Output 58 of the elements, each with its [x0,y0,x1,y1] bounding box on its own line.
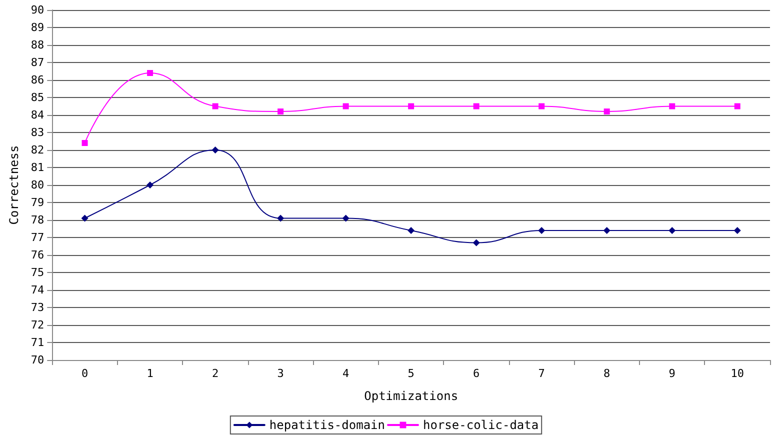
point [342,103,349,110]
point [472,239,480,246]
y-tick-label: 75 [30,266,44,279]
point [538,227,546,234]
x-tick-label: 8 [604,367,610,380]
point [734,227,741,234]
y-tick-label: 73 [30,301,44,314]
y-tick-label: 90 [30,4,44,16]
x-tick-label: 7 [538,367,545,380]
x-tick-label: 3 [277,367,284,380]
point [408,103,414,110]
y-tick-label: 86 [30,74,44,86]
x-tick-label: 1 [146,367,154,380]
y-tick-label: 89 [30,21,44,34]
legend-label: horse-colic-data [423,418,539,432]
point [408,227,415,234]
y-tick-label: 71 [30,336,44,349]
point [147,70,154,76]
point [668,227,676,234]
y-tick-label: 81 [30,161,44,174]
x-tick-label: 0 [81,367,88,380]
x-tick-label: 2 [212,367,219,380]
x-tick-label: 9 [668,367,676,380]
y-tick-label: 82 [30,144,44,156]
y-tick-label: 83 [30,126,44,139]
y-tick-label: 77 [30,231,44,244]
point [81,214,88,222]
point [473,103,480,110]
x-tick-label: 10 [730,367,744,380]
y-tick-label: 76 [30,248,44,262]
y-tick-label: 84 [30,108,45,122]
point [278,108,284,114]
x-axis-title: Optimizations [364,389,458,403]
y-tick-label: 78 [30,214,44,226]
point [146,182,154,188]
point [342,214,350,222]
point [669,103,676,110]
point [212,146,219,154]
point [538,103,545,110]
point [212,103,218,110]
y-tick-label: 85 [30,91,44,104]
y-tick-label: 88 [30,38,44,52]
y-tick-label: 80 [30,178,44,192]
point [734,103,740,110]
y-tick-label: 79 [30,196,44,209]
point [604,108,610,114]
point [603,227,610,234]
y-tick-label: 72 [30,318,44,332]
x-tick-label: 5 [408,367,414,380]
y-tick-label: 74 [30,284,45,296]
x-tick-label: 4 [342,367,350,380]
y-tick-label: 87 [30,56,44,69]
point [82,140,88,146]
point [277,214,284,222]
legend-label: hepatitis-domain [269,418,385,432]
y-axis-title: Correctness [7,145,21,225]
x-tick-label: 6 [473,367,480,380]
y-tick-label: 70 [30,354,44,366]
